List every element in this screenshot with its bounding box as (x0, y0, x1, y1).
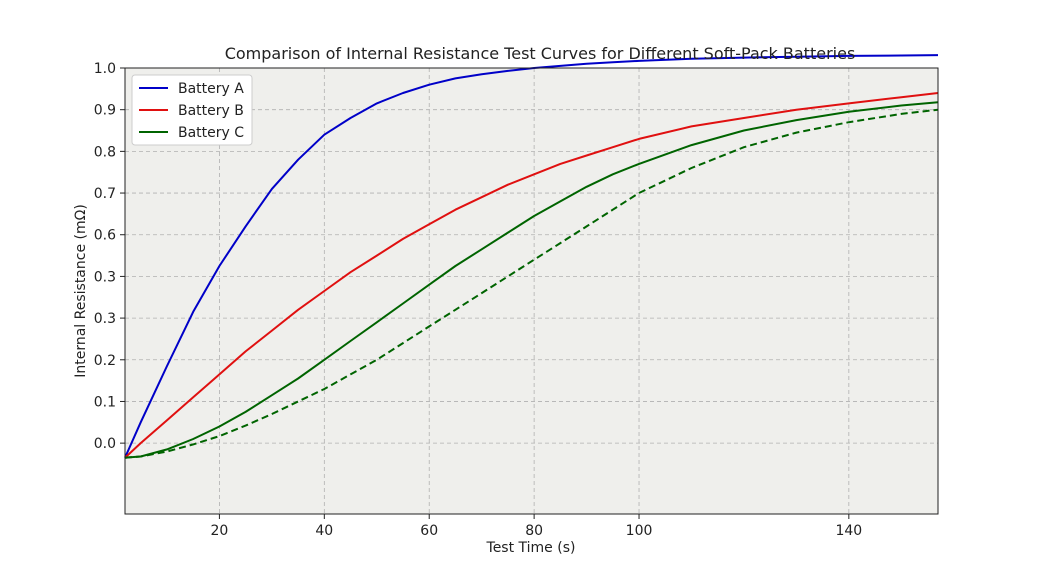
x-tick-label: 20 (210, 523, 228, 539)
x-axis-ticks: 20 40 60 80 100 140 (210, 514, 862, 539)
series-line-2 (124, 92, 939, 459)
y-tick-label: 1.0 (94, 61, 116, 77)
legend: Battery A Battery B Battery C (131, 74, 253, 146)
y-axis-ticks: 1.0 0.9 0.8 0.7 0.6 0.3 0.3 0.2 0.1 0.0 (94, 61, 125, 452)
x-tick-label: 140 (835, 523, 862, 539)
series-line-4 (124, 108, 939, 459)
y-tick-label: 0.3 (94, 269, 116, 285)
legend-label: Battery C (178, 125, 244, 141)
y-tick-label: 0.0 (94, 436, 116, 452)
series-layer (124, 54, 939, 459)
plot-background (125, 68, 938, 514)
legend-label: Battery B (178, 103, 244, 119)
plot-frame (124, 67, 939, 515)
chart-title: Comparison of Internal Resistance Test C… (225, 44, 856, 63)
x-tick-label: 80 (525, 523, 543, 539)
x-tick-label: 40 (315, 523, 333, 539)
y-tick-label: 0.7 (94, 186, 116, 202)
series-line-3 (124, 101, 939, 459)
y-tick-label: 0.8 (94, 144, 116, 160)
series-line-1 (124, 54, 939, 459)
x-tick-label: 100 (626, 523, 653, 539)
y-tick-label: 0.9 (94, 103, 116, 119)
x-tick-label: 60 (420, 523, 438, 539)
y-tick-label: 0.1 (94, 394, 116, 410)
legend-box (131, 74, 253, 146)
y-axis-label: Internal Resistance (mΩ) (73, 204, 89, 378)
legend-label: Battery A (178, 81, 244, 97)
y-tick-label: 0.6 (94, 228, 116, 244)
x-axis-label: Test Time (s) (486, 540, 576, 556)
y-tick-label: 0.2 (94, 353, 116, 369)
y-tick-label: 0.3 (94, 311, 116, 327)
